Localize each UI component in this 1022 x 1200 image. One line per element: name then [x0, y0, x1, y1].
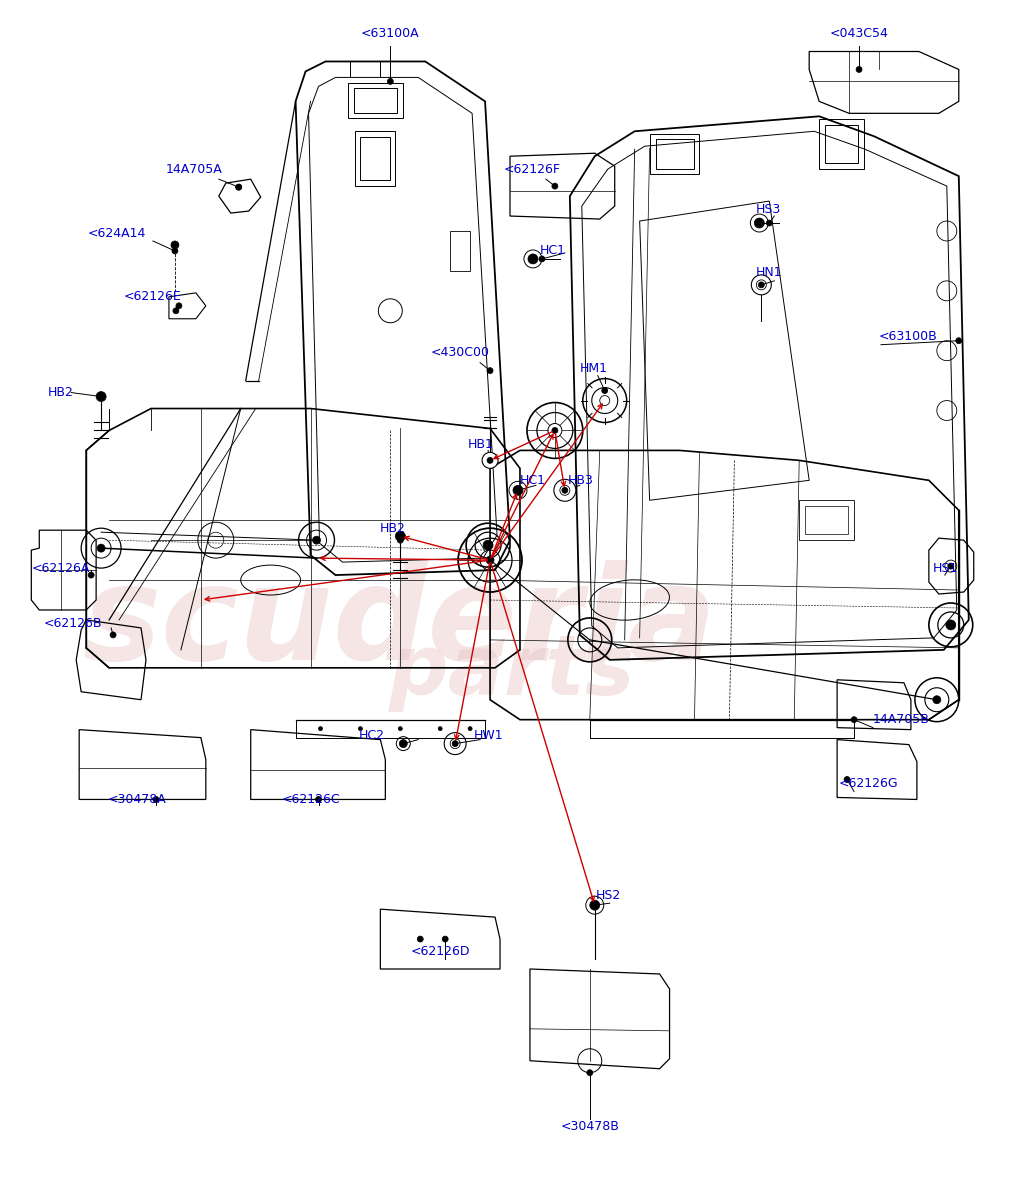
Circle shape: [486, 556, 494, 564]
Text: HN1: HN1: [755, 266, 782, 280]
Text: <62126D: <62126D: [411, 944, 470, 958]
Circle shape: [443, 936, 449, 942]
Text: <043C54: <043C54: [830, 28, 888, 40]
Circle shape: [313, 536, 321, 544]
Text: <63100A: <63100A: [361, 28, 420, 40]
Circle shape: [173, 307, 179, 313]
Circle shape: [153, 797, 159, 803]
Text: HB2: HB2: [379, 522, 406, 535]
Circle shape: [487, 457, 493, 463]
Text: HC2: HC2: [359, 730, 384, 742]
Circle shape: [947, 563, 954, 569]
Text: HM1: HM1: [579, 362, 608, 376]
Circle shape: [172, 248, 178, 254]
Circle shape: [515, 487, 521, 493]
Circle shape: [452, 740, 458, 746]
Circle shape: [88, 572, 94, 578]
Text: <62126F: <62126F: [504, 163, 560, 175]
Circle shape: [844, 776, 850, 782]
Text: <62126A: <62126A: [32, 562, 90, 575]
Text: HS1: HS1: [933, 562, 958, 575]
Circle shape: [590, 900, 600, 910]
Circle shape: [176, 302, 182, 308]
Bar: [356, 131, 396, 186]
Circle shape: [945, 620, 956, 630]
Bar: [450, 232, 470, 271]
Circle shape: [956, 337, 962, 343]
Bar: [799, 500, 854, 540]
Text: HC1: HC1: [520, 474, 546, 487]
Circle shape: [453, 742, 457, 745]
Circle shape: [592, 902, 598, 908]
Circle shape: [468, 727, 472, 731]
Text: <624A14: <624A14: [88, 227, 146, 240]
Text: <62126B: <62126B: [44, 618, 102, 630]
Circle shape: [483, 540, 493, 550]
Text: <30478A: <30478A: [107, 793, 167, 806]
Circle shape: [587, 1069, 593, 1075]
Circle shape: [539, 256, 545, 262]
Text: parts: parts: [388, 631, 636, 713]
Text: 14A705B: 14A705B: [873, 713, 930, 726]
Text: HS2: HS2: [596, 889, 621, 901]
Bar: [820, 119, 864, 169]
Circle shape: [399, 727, 403, 731]
Circle shape: [96, 391, 106, 402]
Circle shape: [396, 532, 406, 541]
Circle shape: [401, 740, 407, 746]
Circle shape: [552, 184, 558, 190]
Circle shape: [754, 218, 764, 228]
Circle shape: [387, 78, 393, 84]
Text: HB1: HB1: [468, 438, 494, 451]
Circle shape: [359, 727, 363, 731]
Text: <63100B: <63100B: [879, 330, 938, 343]
Text: HC1: HC1: [540, 245, 566, 258]
Text: HB2: HB2: [47, 386, 74, 400]
Circle shape: [438, 727, 443, 731]
Text: <62126G: <62126G: [839, 776, 898, 790]
Text: HB3: HB3: [568, 474, 594, 487]
Circle shape: [236, 184, 242, 190]
Text: HW1: HW1: [474, 730, 504, 742]
Circle shape: [236, 184, 242, 190]
Circle shape: [487, 367, 493, 373]
Bar: [825, 125, 858, 163]
Bar: [650, 134, 699, 174]
Circle shape: [319, 727, 323, 731]
Circle shape: [602, 388, 608, 394]
Circle shape: [398, 538, 404, 544]
Circle shape: [417, 936, 423, 942]
Circle shape: [110, 632, 117, 638]
Circle shape: [758, 282, 764, 288]
Circle shape: [851, 716, 857, 722]
Circle shape: [759, 283, 763, 287]
Circle shape: [766, 220, 773, 226]
Circle shape: [171, 241, 179, 248]
Bar: [805, 506, 848, 534]
Circle shape: [98, 394, 104, 400]
Text: <62126E: <62126E: [124, 290, 182, 304]
Text: HS3: HS3: [755, 203, 781, 216]
Circle shape: [528, 254, 538, 264]
Bar: [361, 137, 390, 180]
Bar: [349, 84, 404, 119]
Bar: [655, 139, 694, 169]
Circle shape: [552, 427, 558, 433]
Circle shape: [316, 797, 322, 803]
Circle shape: [562, 487, 568, 493]
Circle shape: [482, 452, 498, 468]
Text: scuderia: scuderia: [83, 560, 717, 688]
Text: 14A705A: 14A705A: [166, 163, 222, 175]
Text: <62126C: <62126C: [281, 793, 340, 806]
Circle shape: [97, 544, 105, 552]
Circle shape: [933, 696, 941, 703]
Bar: [355, 89, 398, 113]
Circle shape: [513, 485, 523, 496]
Text: <430C00: <430C00: [430, 346, 490, 359]
Circle shape: [856, 66, 862, 72]
Text: <30478B: <30478B: [560, 1120, 619, 1133]
Circle shape: [400, 739, 408, 748]
Circle shape: [554, 479, 575, 502]
